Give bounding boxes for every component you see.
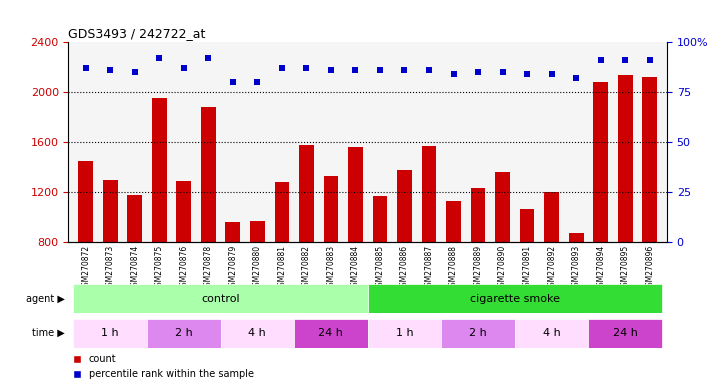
Bar	[74, 319, 147, 348]
Bar	[642, 77, 657, 242]
Point	[325, 67, 337, 73]
Bar	[147, 319, 221, 348]
Point	[644, 57, 655, 63]
Bar	[221, 319, 294, 348]
Text: 1 h: 1 h	[396, 328, 413, 338]
Point	[472, 69, 484, 75]
Text: time ▶: time ▶	[32, 328, 65, 338]
Legend: count, percentile rank within the sample: count, percentile rank within the sample	[74, 354, 254, 379]
Point	[423, 67, 435, 73]
Point	[497, 69, 508, 75]
Bar	[324, 176, 338, 242]
Bar	[294, 319, 368, 348]
Bar	[74, 284, 368, 313]
Point	[546, 71, 557, 77]
Bar	[201, 107, 216, 242]
Bar	[446, 201, 461, 242]
Point	[399, 67, 410, 73]
Bar	[544, 192, 559, 242]
Bar	[250, 221, 265, 242]
Bar	[226, 222, 240, 242]
Point	[129, 69, 141, 75]
Bar	[520, 210, 534, 242]
Point	[227, 79, 239, 85]
Bar	[471, 188, 485, 242]
Bar	[177, 181, 191, 242]
Point	[80, 65, 92, 71]
Text: 24 h: 24 h	[319, 328, 343, 338]
Bar	[79, 161, 93, 242]
Bar	[373, 196, 387, 242]
Bar	[422, 146, 436, 242]
Text: agent ▶: agent ▶	[26, 293, 65, 304]
Text: 24 h: 24 h	[613, 328, 637, 338]
Text: GDS3493 / 242722_at: GDS3493 / 242722_at	[68, 27, 206, 40]
Bar	[588, 319, 662, 348]
Bar	[495, 172, 510, 242]
Text: 4 h: 4 h	[249, 328, 266, 338]
Point	[448, 71, 459, 77]
Text: 2 h: 2 h	[175, 328, 193, 338]
Bar	[618, 74, 632, 242]
Bar	[593, 82, 608, 242]
Point	[595, 57, 606, 63]
Point	[350, 67, 361, 73]
Point	[521, 71, 533, 77]
Bar	[152, 98, 167, 242]
Bar	[441, 319, 515, 348]
Point	[178, 65, 190, 71]
Bar	[299, 145, 314, 242]
Bar	[397, 170, 412, 242]
Bar	[275, 182, 289, 242]
Bar	[128, 195, 142, 242]
Point	[252, 79, 263, 85]
Text: control: control	[201, 293, 240, 304]
Point	[105, 67, 116, 73]
Text: cigarette smoke: cigarette smoke	[470, 293, 560, 304]
Bar	[515, 319, 588, 348]
Point	[203, 55, 214, 61]
Point	[301, 65, 312, 71]
Text: 4 h: 4 h	[543, 328, 560, 338]
Bar	[348, 147, 363, 242]
Bar	[368, 319, 441, 348]
Point	[154, 55, 165, 61]
Point	[619, 57, 631, 63]
Text: 1 h: 1 h	[102, 328, 119, 338]
Point	[570, 75, 582, 81]
Bar	[103, 180, 118, 242]
Point	[374, 67, 386, 73]
Point	[276, 65, 288, 71]
Text: 2 h: 2 h	[469, 328, 487, 338]
Bar	[569, 233, 583, 242]
Bar	[368, 284, 662, 313]
